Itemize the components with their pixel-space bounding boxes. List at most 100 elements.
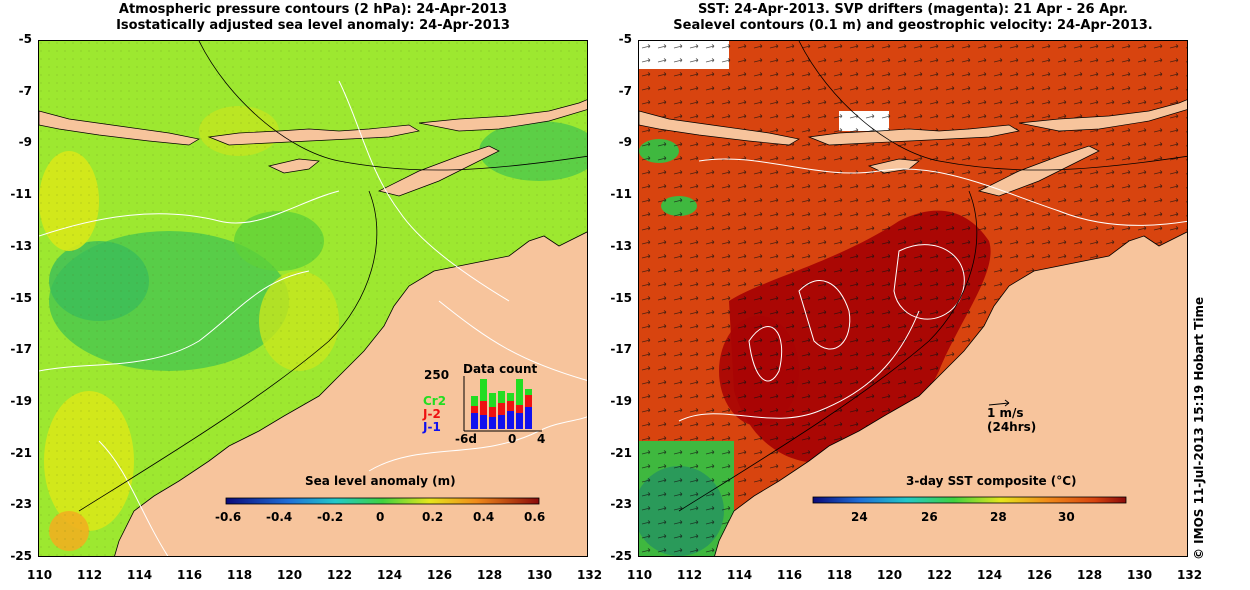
x-axis-tick-label: 126	[427, 568, 453, 582]
scale-arrow	[988, 402, 1010, 406]
sumba-island	[867, 158, 920, 174]
y-axis-tick-label: -15	[10, 290, 32, 305]
x-axis-tick-label: 110	[627, 568, 653, 582]
sla-map-canvas	[39, 41, 587, 556]
data-count-inset	[463, 376, 542, 432]
contour-line	[39, 190, 340, 237]
y-axis-tick-label: -25	[10, 549, 32, 563]
sla-colorbar-tick: -0.4	[266, 510, 293, 524]
right-title-line2: Sealevel contours (0.1 m) and geostrophi…	[673, 18, 1153, 33]
left-title-line1: Atmospheric pressure contours (2 hPa): 2…	[118, 2, 508, 17]
inset-legend-j1: J-1	[423, 420, 441, 434]
java-island	[39, 110, 200, 146]
bali-lombok-islands	[807, 124, 1020, 146]
sumba-island	[267, 158, 320, 174]
sst-colorbar-tick: 24	[851, 510, 868, 524]
y-axis-tick-label: -25	[610, 549, 632, 563]
left-title-line2: Isostatically adjusted sea level anomaly…	[116, 18, 510, 33]
x-axis-tick-label: 132	[1177, 568, 1203, 582]
y-axis-tick-label: -23	[10, 497, 32, 512]
inset-y-tick: 250	[424, 368, 450, 382]
inset-legend-cr2: Cr2	[423, 394, 447, 408]
x-axis-tick-label: 124	[377, 568, 403, 582]
x-axis-tick-label: 120	[877, 568, 903, 582]
x-axis-tick-label: 132	[577, 568, 603, 582]
sla-colorbar-label: Sea level anomaly (m)	[305, 474, 456, 488]
sst-colorbar-tick: 26	[921, 510, 938, 524]
x-axis-tick-label: 122	[927, 568, 953, 582]
x-axis-tick-label: 110	[27, 568, 53, 582]
x-axis-tick-label: 114	[127, 568, 153, 582]
sst-map-canvas	[639, 41, 1187, 556]
timor-island	[977, 145, 1100, 197]
inset-legend-j2: J-2	[423, 407, 441, 421]
y-axis-tick-label: -7	[618, 83, 632, 98]
inset-x-tick: 0	[508, 432, 517, 446]
sea-level-anomaly-map	[38, 40, 588, 557]
sst-colorbar-tick: 30	[1058, 510, 1075, 524]
sla-colorbar-tick: 0.4	[473, 510, 495, 524]
sla-colorbar-tick: 0	[376, 510, 385, 524]
y-axis-tick-label: -13	[10, 238, 32, 253]
sst-colorbar-label: 3-day SST composite (°C)	[906, 474, 1077, 488]
x-axis-tick-label: 114	[727, 568, 753, 582]
contour-line	[438, 300, 587, 381]
y-axis-tick-label: -9	[18, 135, 32, 150]
timor-island	[377, 145, 500, 197]
x-axis-tick-label: 130	[527, 568, 553, 582]
x-axis-tick-label: 112	[677, 568, 703, 582]
y-axis-tick-label: -23	[610, 497, 632, 512]
x-axis-tick-label: 122	[327, 568, 353, 582]
y-axis-tick-label: -19	[10, 393, 32, 408]
australia-land	[714, 231, 1187, 556]
y-axis-tick-label: -5	[18, 32, 32, 46]
sla-colorbar-tick: -0.6	[215, 510, 242, 524]
contour-line	[338, 80, 510, 302]
x-axis-tick-label: 118	[227, 568, 253, 582]
contour-line	[678, 310, 920, 422]
y-axis-tick-label: -9	[618, 135, 632, 150]
contour-line	[98, 440, 169, 556]
y-axis-tick-label: -13	[610, 238, 632, 253]
pressure-contour	[198, 41, 587, 171]
scale-arrow-label: 1 m/s	[987, 406, 1024, 420]
inset-x-tick: -6d	[455, 432, 477, 446]
x-axis-tick-label: 116	[177, 568, 203, 582]
scale-arrow-sublabel: (24hrs)	[987, 420, 1037, 434]
x-axis-tick-label: 130	[1127, 568, 1153, 582]
y-axis-tick-label: -21	[10, 445, 32, 460]
y-axis-tick-label: -11	[10, 187, 32, 202]
flores-islands	[418, 99, 587, 132]
y-axis-tick-label: -11	[610, 187, 632, 202]
sla-colorbar-tick: 0.2	[422, 510, 444, 524]
inset-title: Data count	[463, 362, 538, 376]
contour-line	[368, 416, 587, 472]
sla-colorbar-tick: 0.6	[524, 510, 546, 524]
scale-arrow-head	[1004, 399, 1010, 407]
y-axis-tick-label: -7	[18, 83, 32, 98]
pressure-contour	[678, 190, 978, 512]
y-axis-tick-label: -21	[610, 445, 632, 460]
contour-line	[39, 270, 310, 372]
y-axis-tick-label: -17	[610, 342, 632, 357]
contour-line	[748, 326, 783, 382]
x-axis-tick-label: 120	[277, 568, 303, 582]
x-axis-tick-label: 128	[477, 568, 503, 582]
y-axis-tick-label: -15	[610, 290, 632, 305]
y-axis-tick-label: -17	[10, 342, 32, 357]
sst-colorbar-tick: 28	[990, 510, 1007, 524]
x-axis-tick-label: 116	[777, 568, 803, 582]
x-axis-tick-label: 126	[1027, 568, 1053, 582]
sst-colorbar	[812, 496, 1127, 504]
imos-credit: © IMOS 11-Jul-2013 15:19 Hobart Time	[1192, 296, 1206, 560]
right-title-line1: SST: 24-Apr-2013. SVP drifters (magenta)…	[698, 2, 1128, 17]
x-axis-tick-label: 128	[1077, 568, 1103, 582]
bali-lombok-islands	[207, 124, 420, 146]
inset-x-tick: 4	[537, 432, 546, 446]
x-axis-tick-label: 124	[977, 568, 1003, 582]
flores-islands	[1018, 99, 1187, 132]
x-axis-tick-label: 112	[77, 568, 103, 582]
contour-line	[698, 158, 1187, 226]
contour-line	[798, 280, 851, 350]
y-axis-tick-label: -5	[618, 32, 632, 46]
